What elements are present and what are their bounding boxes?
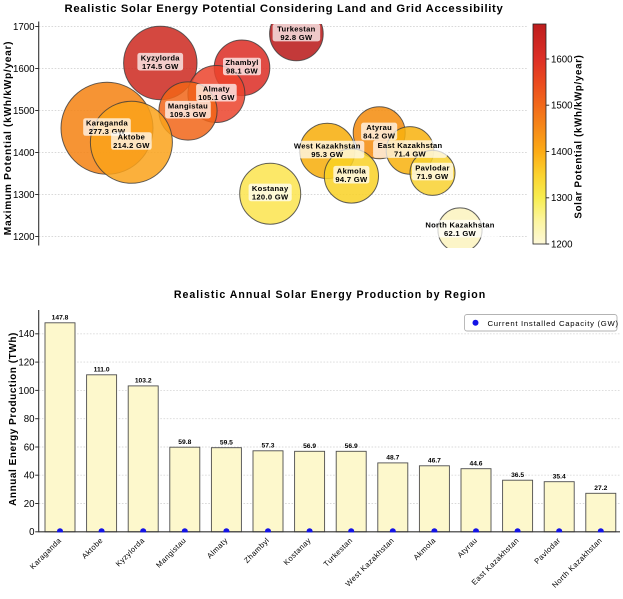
svg-text:48.7: 48.7 <box>386 455 399 462</box>
svg-text:East Kazakhstan: East Kazakhstan <box>378 141 443 150</box>
svg-text:84.2 GW: 84.2 GW <box>363 132 396 141</box>
svg-text:277.3 GW: 277.3 GW <box>89 127 126 136</box>
svg-text:Realistic Annual Solar Energy: Realistic Annual Solar Energy Production… <box>174 289 486 301</box>
svg-text:95.3 GW: 95.3 GW <box>311 150 344 159</box>
svg-text:120.0 GW: 120.0 GW <box>252 193 289 202</box>
svg-text:46.7: 46.7 <box>428 458 441 465</box>
svg-text:Kyzylorda: Kyzylorda <box>141 53 180 62</box>
svg-text:109.3 GW: 109.3 GW <box>170 110 207 119</box>
svg-text:92.8 GW: 92.8 GW <box>280 33 313 42</box>
svg-text:35.4: 35.4 <box>553 474 566 481</box>
svg-text:140: 140 <box>18 329 35 340</box>
svg-text:1600: 1600 <box>551 54 573 65</box>
svg-text:0: 0 <box>29 527 35 538</box>
svg-text:Almaty: Almaty <box>203 84 231 93</box>
svg-text:Karaganda: Karaganda <box>86 119 128 128</box>
svg-text:105.1 GW: 105.1 GW <box>198 93 235 102</box>
svg-text:214.2 GW: 214.2 GW <box>113 141 150 150</box>
svg-text:Aktobe: Aktobe <box>118 133 146 142</box>
svg-text:71.4 GW: 71.4 GW <box>394 149 427 158</box>
svg-text:1300: 1300 <box>13 190 35 201</box>
svg-text:59.5: 59.5 <box>220 440 233 447</box>
svg-text:West Kazakhstan: West Kazakhstan <box>294 141 361 150</box>
svg-text:Current Installed Capacity (GW: Current Installed Capacity (GW) <box>488 319 619 328</box>
svg-text:56.9: 56.9 <box>303 443 316 450</box>
svg-text:94.7 GW: 94.7 GW <box>335 175 368 184</box>
svg-text:1200: 1200 <box>551 239 573 250</box>
svg-text:36.5: 36.5 <box>511 472 524 479</box>
svg-text:44.6: 44.6 <box>469 461 482 468</box>
svg-text:1600: 1600 <box>13 64 35 75</box>
svg-text:59.8: 59.8 <box>178 439 191 446</box>
svg-text:100: 100 <box>18 386 35 397</box>
svg-text:174.5 GW: 174.5 GW <box>142 62 179 71</box>
svg-text:Atyrau: Atyrau <box>366 123 392 132</box>
svg-text:1400: 1400 <box>13 148 35 159</box>
svg-text:57.3: 57.3 <box>261 443 274 450</box>
svg-text:1300: 1300 <box>551 193 573 204</box>
svg-text:40: 40 <box>24 471 35 482</box>
svg-text:Solar Potential (kWh/kWp/year): Solar Potential (kWh/kWp/year) <box>574 54 585 218</box>
svg-text:Annual Energy Production (TWh): Annual Energy Production (TWh) <box>8 332 19 506</box>
svg-text:98.1 GW: 98.1 GW <box>226 67 259 76</box>
svg-text:1500: 1500 <box>551 101 573 112</box>
svg-text:56.9: 56.9 <box>345 443 358 450</box>
svg-text:103.2: 103.2 <box>135 378 152 385</box>
svg-text:120: 120 <box>18 358 35 369</box>
svg-text:80: 80 <box>24 414 35 425</box>
svg-text:111.0: 111.0 <box>94 367 110 374</box>
svg-text:20: 20 <box>24 499 35 510</box>
svg-text:Zhambyl: Zhambyl <box>225 58 258 67</box>
svg-text:Maximum Potential (kWh/kWp/yea: Maximum Potential (kWh/kWp/year) <box>3 41 14 235</box>
svg-text:27.2: 27.2 <box>594 485 607 492</box>
svg-text:71.9 GW: 71.9 GW <box>416 172 449 181</box>
svg-text:62.1 GW: 62.1 GW <box>444 229 477 238</box>
svg-text:Pavlodar: Pavlodar <box>415 163 449 172</box>
svg-text:Akmola: Akmola <box>337 166 367 175</box>
svg-text:Kostanay: Kostanay <box>252 184 289 193</box>
svg-text:North Kazakhstan: North Kazakhstan <box>425 220 494 229</box>
svg-text:60: 60 <box>24 442 35 453</box>
svg-text:1400: 1400 <box>551 147 573 158</box>
svg-text:1500: 1500 <box>13 106 35 117</box>
svg-text:1700: 1700 <box>13 22 35 33</box>
svg-text:Mangistau: Mangistau <box>168 101 208 110</box>
svg-text:1200: 1200 <box>13 232 35 243</box>
svg-text:Realistic Solar Energy Potenti: Realistic Solar Energy Potential Conside… <box>65 3 504 15</box>
svg-text:Turkestan: Turkestan <box>277 24 315 33</box>
svg-text:147.8: 147.8 <box>52 315 69 322</box>
